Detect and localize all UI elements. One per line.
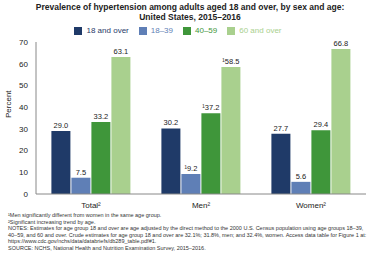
- html-text:NOTES: Estimates for age group: NOTES: Estimates for age group 18 and ov…: [8, 225, 367, 245]
- svg-text:Women²: Women²: [296, 201, 326, 210]
- html-text:18–39: 18–39: [150, 26, 173, 35]
- svg-text:66.8: 66.8: [334, 39, 349, 48]
- svg-text:27.7: 27.7: [274, 124, 289, 133]
- svg-text:70: 70: [19, 38, 28, 47]
- html-text:United States, 2015–2016: United States, 2015–2016: [139, 12, 241, 22]
- svg-text:20: 20: [19, 146, 28, 155]
- svg-text:50: 50: [19, 81, 28, 90]
- svg-text:0: 0: [24, 190, 29, 199]
- svg-text:¹58.5: ¹58.5: [222, 57, 239, 66]
- svg-text:7.5: 7.5: [76, 168, 86, 177]
- svg-text:Total²: Total²: [81, 201, 101, 210]
- svg-text:63.1: 63.1: [114, 47, 129, 56]
- svg-text:29.0: 29.0: [54, 121, 69, 130]
- svg-text:30.2: 30.2: [164, 118, 179, 127]
- svg-text:29.4: 29.4: [314, 120, 329, 129]
- svg-text:5.6: 5.6: [296, 172, 306, 181]
- html-text:Prevalence of hypertension amo: Prevalence of hypertension among adults …: [35, 2, 345, 12]
- html-text:²Significant increasing trend: ²Significant increasing trend by age.: [8, 218, 96, 225]
- svg-text:10: 10: [19, 168, 28, 177]
- svg-text:60: 60: [19, 60, 28, 69]
- svg-text:30: 30: [19, 125, 28, 134]
- html-text:SOURCE: NCHS, National Health: SOURCE: NCHS, National Health and Nutrit…: [8, 245, 206, 251]
- svg-text:Percent: Percent: [8, 90, 13, 118]
- svg-text:¹9.2: ¹9.2: [184, 164, 197, 173]
- svg-text:40: 40: [19, 103, 28, 112]
- svg-text:33.2: 33.2: [94, 112, 109, 121]
- html-text:18 and over: 18 and over: [86, 26, 129, 35]
- html-text:¹Men significantly different f: ¹Men significantly different from women …: [8, 212, 162, 218]
- svg-text:¹37.2: ¹37.2: [202, 103, 219, 112]
- svg-text:Men²: Men²: [192, 201, 211, 210]
- html-text:40–59: 40–59: [195, 26, 218, 35]
- html-text:60 and over: 60 and over: [239, 26, 282, 35]
